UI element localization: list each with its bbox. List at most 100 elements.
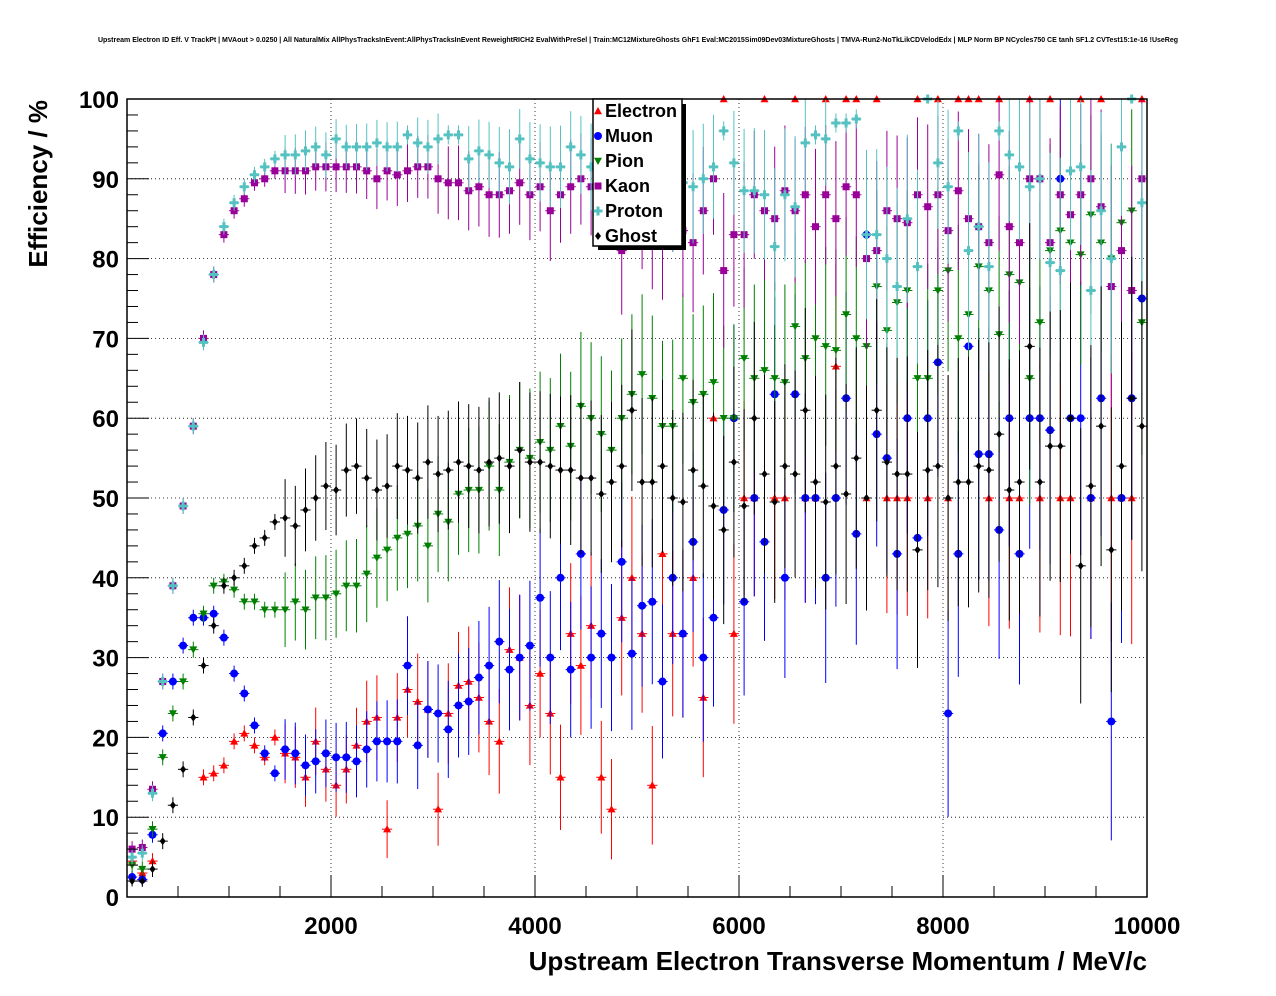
data-point-electron bbox=[536, 669, 545, 677]
data-point-electron bbox=[607, 805, 616, 813]
data-point-ghost bbox=[220, 581, 227, 590]
data-point-ghost bbox=[567, 466, 574, 475]
data-point-electron bbox=[230, 737, 239, 745]
data-point-pion bbox=[240, 598, 249, 606]
data-point-pion bbox=[209, 582, 218, 590]
data-point-muon bbox=[179, 641, 188, 650]
data-point-kaon bbox=[271, 167, 279, 175]
data-point-ghost bbox=[1087, 482, 1094, 491]
data-point-proton bbox=[749, 186, 759, 196]
data-point-muon bbox=[219, 633, 228, 642]
data-point-muon bbox=[607, 653, 616, 662]
legend-marker-kaon bbox=[594, 182, 602, 190]
data-point-muon bbox=[515, 653, 524, 662]
data-point-proton bbox=[943, 182, 953, 192]
data-point-pion bbox=[791, 323, 800, 331]
data-point-ghost bbox=[169, 801, 176, 810]
data-point-kaon bbox=[618, 247, 626, 255]
x-tick-label: 4000 bbox=[508, 913, 561, 940]
data-point-muon bbox=[678, 629, 687, 638]
data-point-muon bbox=[627, 649, 636, 658]
data-point-muon bbox=[525, 641, 534, 650]
data-point-proton bbox=[770, 242, 780, 252]
data-point-ghost bbox=[853, 454, 860, 463]
data-point-ghost bbox=[414, 474, 421, 483]
data-point-ghost bbox=[690, 466, 697, 475]
data-point-muon bbox=[168, 677, 177, 686]
data-point-ghost bbox=[231, 573, 238, 582]
data-point-kaon bbox=[954, 187, 962, 195]
data-point-pion bbox=[250, 598, 259, 606]
data-point-proton bbox=[525, 154, 535, 164]
data-point-proton bbox=[280, 150, 290, 160]
data-point-proton bbox=[780, 190, 790, 200]
data-point-proton bbox=[576, 150, 586, 160]
data-point-ghost bbox=[373, 486, 380, 495]
data-point-pion bbox=[362, 570, 371, 578]
data-point-ghost bbox=[180, 765, 187, 774]
legend-label-ghost: Ghost bbox=[605, 226, 657, 246]
data-point-ghost bbox=[628, 406, 635, 415]
data-point-proton bbox=[443, 130, 453, 140]
data-point-muon bbox=[393, 737, 402, 746]
data-point-proton bbox=[892, 282, 902, 292]
data-point-pion bbox=[291, 598, 300, 606]
data-point-pion bbox=[1035, 319, 1044, 327]
axes: 2000 4000 6000 8000 10000 0 10 20 30 40 50 60 70 80 90… bbox=[79, 87, 1180, 940]
data-point-electron bbox=[658, 549, 667, 558]
data-point-ghost bbox=[1047, 442, 1054, 451]
data-point-proton bbox=[127, 852, 137, 862]
data-point-ghost bbox=[1036, 478, 1043, 487]
legend: Electron Muon Pion Kaon Proton Ghost bbox=[592, 98, 686, 250]
data-point-ghost bbox=[985, 466, 992, 475]
data-point-electron bbox=[729, 629, 738, 637]
data-point-proton bbox=[739, 186, 749, 196]
data-point-ghost bbox=[1118, 462, 1125, 471]
data-point-muon bbox=[260, 749, 269, 758]
data-point-kaon bbox=[240, 195, 248, 203]
data-point-ghost bbox=[526, 458, 533, 467]
data-point-pion bbox=[678, 375, 687, 383]
data-point-proton bbox=[168, 581, 178, 591]
data-point-kaon bbox=[1016, 239, 1023, 247]
data-point-pion bbox=[403, 530, 412, 538]
data-point-proton bbox=[1137, 198, 1147, 208]
data-point-ghost bbox=[771, 497, 778, 506]
data-point-muon bbox=[189, 613, 198, 622]
data-point-proton bbox=[1076, 162, 1086, 172]
data-point-ghost bbox=[1077, 561, 1084, 570]
data-point-proton bbox=[709, 162, 718, 172]
data-point-muon bbox=[270, 769, 279, 778]
data-point-ghost bbox=[506, 462, 513, 471]
data-point-ghost bbox=[486, 458, 493, 467]
data-point-ghost bbox=[271, 517, 278, 526]
data-point-pion bbox=[740, 355, 749, 363]
data-point-kaon bbox=[363, 167, 371, 175]
data-point-proton bbox=[1045, 258, 1055, 268]
data-point-kaon bbox=[822, 191, 830, 199]
data-point-muon bbox=[536, 593, 545, 602]
data-point-proton bbox=[760, 190, 769, 200]
data-point-ghost bbox=[1128, 394, 1135, 403]
data-point-kaon bbox=[475, 183, 483, 191]
data-point-muon bbox=[332, 753, 341, 762]
data-point-pion bbox=[719, 415, 728, 423]
x-tick-label: 6000 bbox=[712, 913, 765, 940]
data-point-ghost bbox=[914, 545, 921, 554]
data-point-proton bbox=[698, 174, 708, 184]
x-tick-label: 2000 bbox=[304, 913, 357, 940]
data-series bbox=[127, 94, 1147, 887]
data-point-muon bbox=[454, 701, 463, 710]
data-point-ghost bbox=[802, 406, 809, 415]
data-point-ghost bbox=[190, 713, 197, 722]
data-point-proton bbox=[1035, 174, 1045, 184]
data-point-pion bbox=[913, 375, 922, 383]
chart-title: Upstream Electron ID Eff. V TrackPt | MV… bbox=[98, 37, 1178, 44]
data-point-proton bbox=[953, 126, 963, 136]
legend-marker-electron bbox=[594, 107, 602, 115]
data-point-kaon bbox=[516, 179, 524, 187]
data-point-proton bbox=[311, 142, 321, 152]
data-point-pion bbox=[821, 343, 830, 351]
data-point-ghost bbox=[292, 521, 299, 530]
data-point-ghost bbox=[333, 486, 340, 495]
